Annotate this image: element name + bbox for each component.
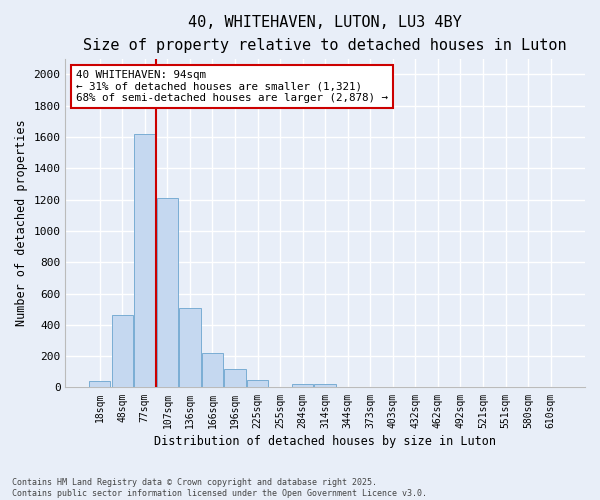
- Bar: [89, 381, 110, 388]
- Bar: [179, 308, 200, 388]
- Title: 40, WHITEHAVEN, LUTON, LU3 4BY
Size of property relative to detached houses in L: 40, WHITEHAVEN, LUTON, LU3 4BY Size of p…: [83, 15, 567, 54]
- Bar: [314, 384, 336, 388]
- Bar: [157, 198, 178, 388]
- Bar: [112, 316, 133, 388]
- Bar: [292, 384, 313, 388]
- Bar: [224, 370, 246, 388]
- Text: 40 WHITEHAVEN: 94sqm
← 31% of detached houses are smaller (1,321)
68% of semi-de: 40 WHITEHAVEN: 94sqm ← 31% of detached h…: [76, 70, 388, 103]
- X-axis label: Distribution of detached houses by size in Luton: Distribution of detached houses by size …: [154, 434, 496, 448]
- Y-axis label: Number of detached properties: Number of detached properties: [15, 120, 28, 326]
- Bar: [134, 134, 155, 388]
- Bar: [247, 380, 268, 388]
- Bar: [202, 353, 223, 388]
- Text: Contains HM Land Registry data © Crown copyright and database right 2025.
Contai: Contains HM Land Registry data © Crown c…: [12, 478, 427, 498]
